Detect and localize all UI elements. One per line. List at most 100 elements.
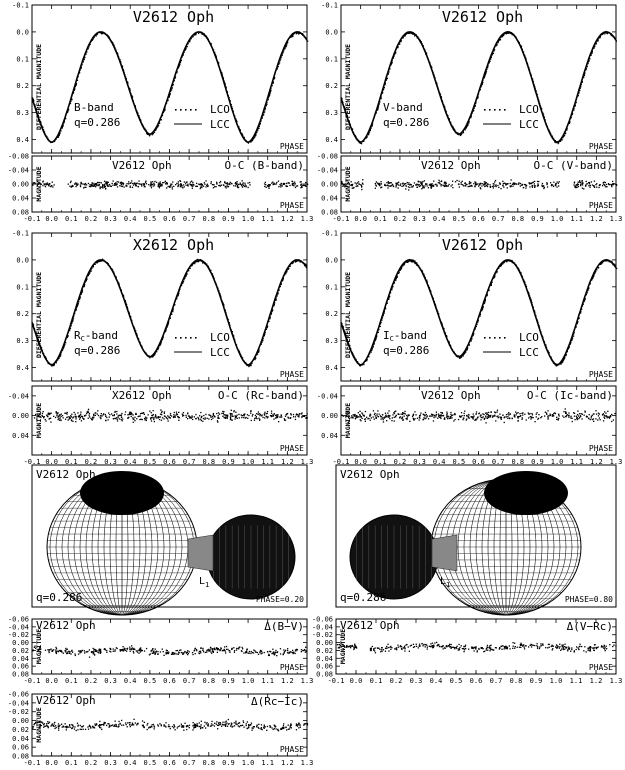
- oc-point: [161, 414, 163, 416]
- observed-point: [454, 131, 456, 133]
- oc-point: [437, 417, 439, 419]
- oc-point: [107, 184, 109, 186]
- panel-oc-b: -0.1 0.0 0.1 0.2 0.3 0.4 0.5 0.6 0.7 0.8 0.9 1.0 1.1…: [8, 153, 313, 224]
- oc-point: [609, 416, 612, 418]
- oc-point: [500, 418, 502, 420]
- observed-point: [235, 120, 238, 122]
- observed-point: [460, 133, 462, 135]
- oc-point: [237, 183, 239, 186]
- observed-point: [574, 105, 576, 107]
- oc-point: [84, 182, 87, 185]
- oc-point: [48, 412, 51, 414]
- observed-point: [45, 357, 47, 359]
- observed-point: [229, 100, 231, 102]
- oc-point: [291, 184, 294, 186]
- observed-point: [165, 328, 167, 330]
- observed-point: [98, 260, 100, 263]
- oc-point: [407, 415, 410, 417]
- oc-point: [150, 182, 152, 184]
- oc-point: [534, 185, 536, 187]
- oc-point: [73, 416, 75, 418]
- observed-point: [238, 126, 240, 128]
- observed-point: [487, 65, 489, 67]
- oc-point: [585, 184, 587, 186]
- observed-point: [491, 281, 493, 283]
- oc-point: [210, 416, 212, 418]
- oc-point: [590, 181, 593, 183]
- oc-point: [503, 182, 505, 184]
- observed-point: [480, 86, 482, 88]
- oc-point: [546, 182, 548, 185]
- oc-point: [541, 182, 544, 185]
- x-tick-label: 0.5: [144, 215, 157, 223]
- oc-point: [270, 415, 273, 417]
- observed-point: [117, 280, 119, 283]
- oc-point: [551, 414, 553, 416]
- oc-point: [460, 412, 463, 414]
- oc-point: [512, 183, 514, 185]
- observed-point: [451, 349, 454, 351]
- oc-point: [500, 188, 502, 190]
- x-tick-label: 0.6: [163, 215, 176, 223]
- oc-point: [341, 181, 343, 184]
- oc-point: [227, 415, 229, 417]
- oc-point: [66, 416, 68, 419]
- observed-point: [263, 335, 265, 337]
- oc-point: [257, 413, 259, 416]
- observed-point: [455, 355, 458, 357]
- observed-point: [115, 276, 117, 278]
- model-curve-lcc: [31, 259, 308, 366]
- observed-point: [543, 116, 545, 118]
- oc-point: [444, 185, 446, 187]
- observed-point: [238, 128, 240, 130]
- oc-point: [143, 184, 145, 186]
- oc-point: [612, 184, 614, 186]
- observed-point: [369, 129, 371, 132]
- oc-point: [83, 187, 85, 189]
- observed-point: [345, 337, 348, 339]
- observed-point: [496, 271, 498, 273]
- oc-point: [489, 186, 492, 188]
- oc-point: [100, 182, 102, 184]
- oc-point: [140, 418, 142, 420]
- y-axis-label: DIFFERENTIAL MAGNITUDE: [35, 44, 43, 130]
- oc-point: [432, 184, 434, 186]
- observed-point: [563, 134, 566, 137]
- observed-point: [221, 300, 223, 302]
- oc-point: [81, 415, 83, 417]
- oc-point: [602, 181, 604, 184]
- oc-point: [536, 180, 539, 183]
- observed-point: [586, 65, 588, 68]
- oc-point: [159, 183, 161, 185]
- oc-point: [79, 416, 81, 418]
- observed-point: [255, 133, 257, 135]
- oc-point: [468, 183, 470, 185]
- oc-point: [164, 180, 166, 182]
- oc-point: [86, 412, 88, 415]
- oc-point: [293, 184, 295, 186]
- oc-point: [517, 412, 519, 414]
- oc-point: [257, 411, 260, 413]
- observed-point: [197, 32, 200, 35]
- observed-point: [148, 355, 151, 357]
- oc-point: [195, 185, 197, 187]
- observed-point: [371, 349, 373, 351]
- oc-point: [591, 184, 594, 186]
- oc-point: [230, 414, 232, 416]
- oc-point: [66, 413, 68, 415]
- x-tick-label: 0.8: [511, 215, 524, 223]
- observed-point: [371, 125, 373, 127]
- oc-point: [229, 416, 232, 418]
- observed-point: [381, 317, 384, 319]
- oc-point: [161, 410, 163, 413]
- oc-point: [225, 185, 227, 187]
- oc-point: [57, 416, 59, 418]
- oc-point: [418, 185, 421, 188]
- oc-point: [93, 182, 95, 185]
- oc-point: [484, 412, 487, 414]
- oc-point: [373, 418, 375, 420]
- oc-point: [121, 412, 123, 415]
- observed-point: [443, 104, 445, 106]
- observed-point: [383, 312, 385, 314]
- observed-point: [136, 111, 138, 113]
